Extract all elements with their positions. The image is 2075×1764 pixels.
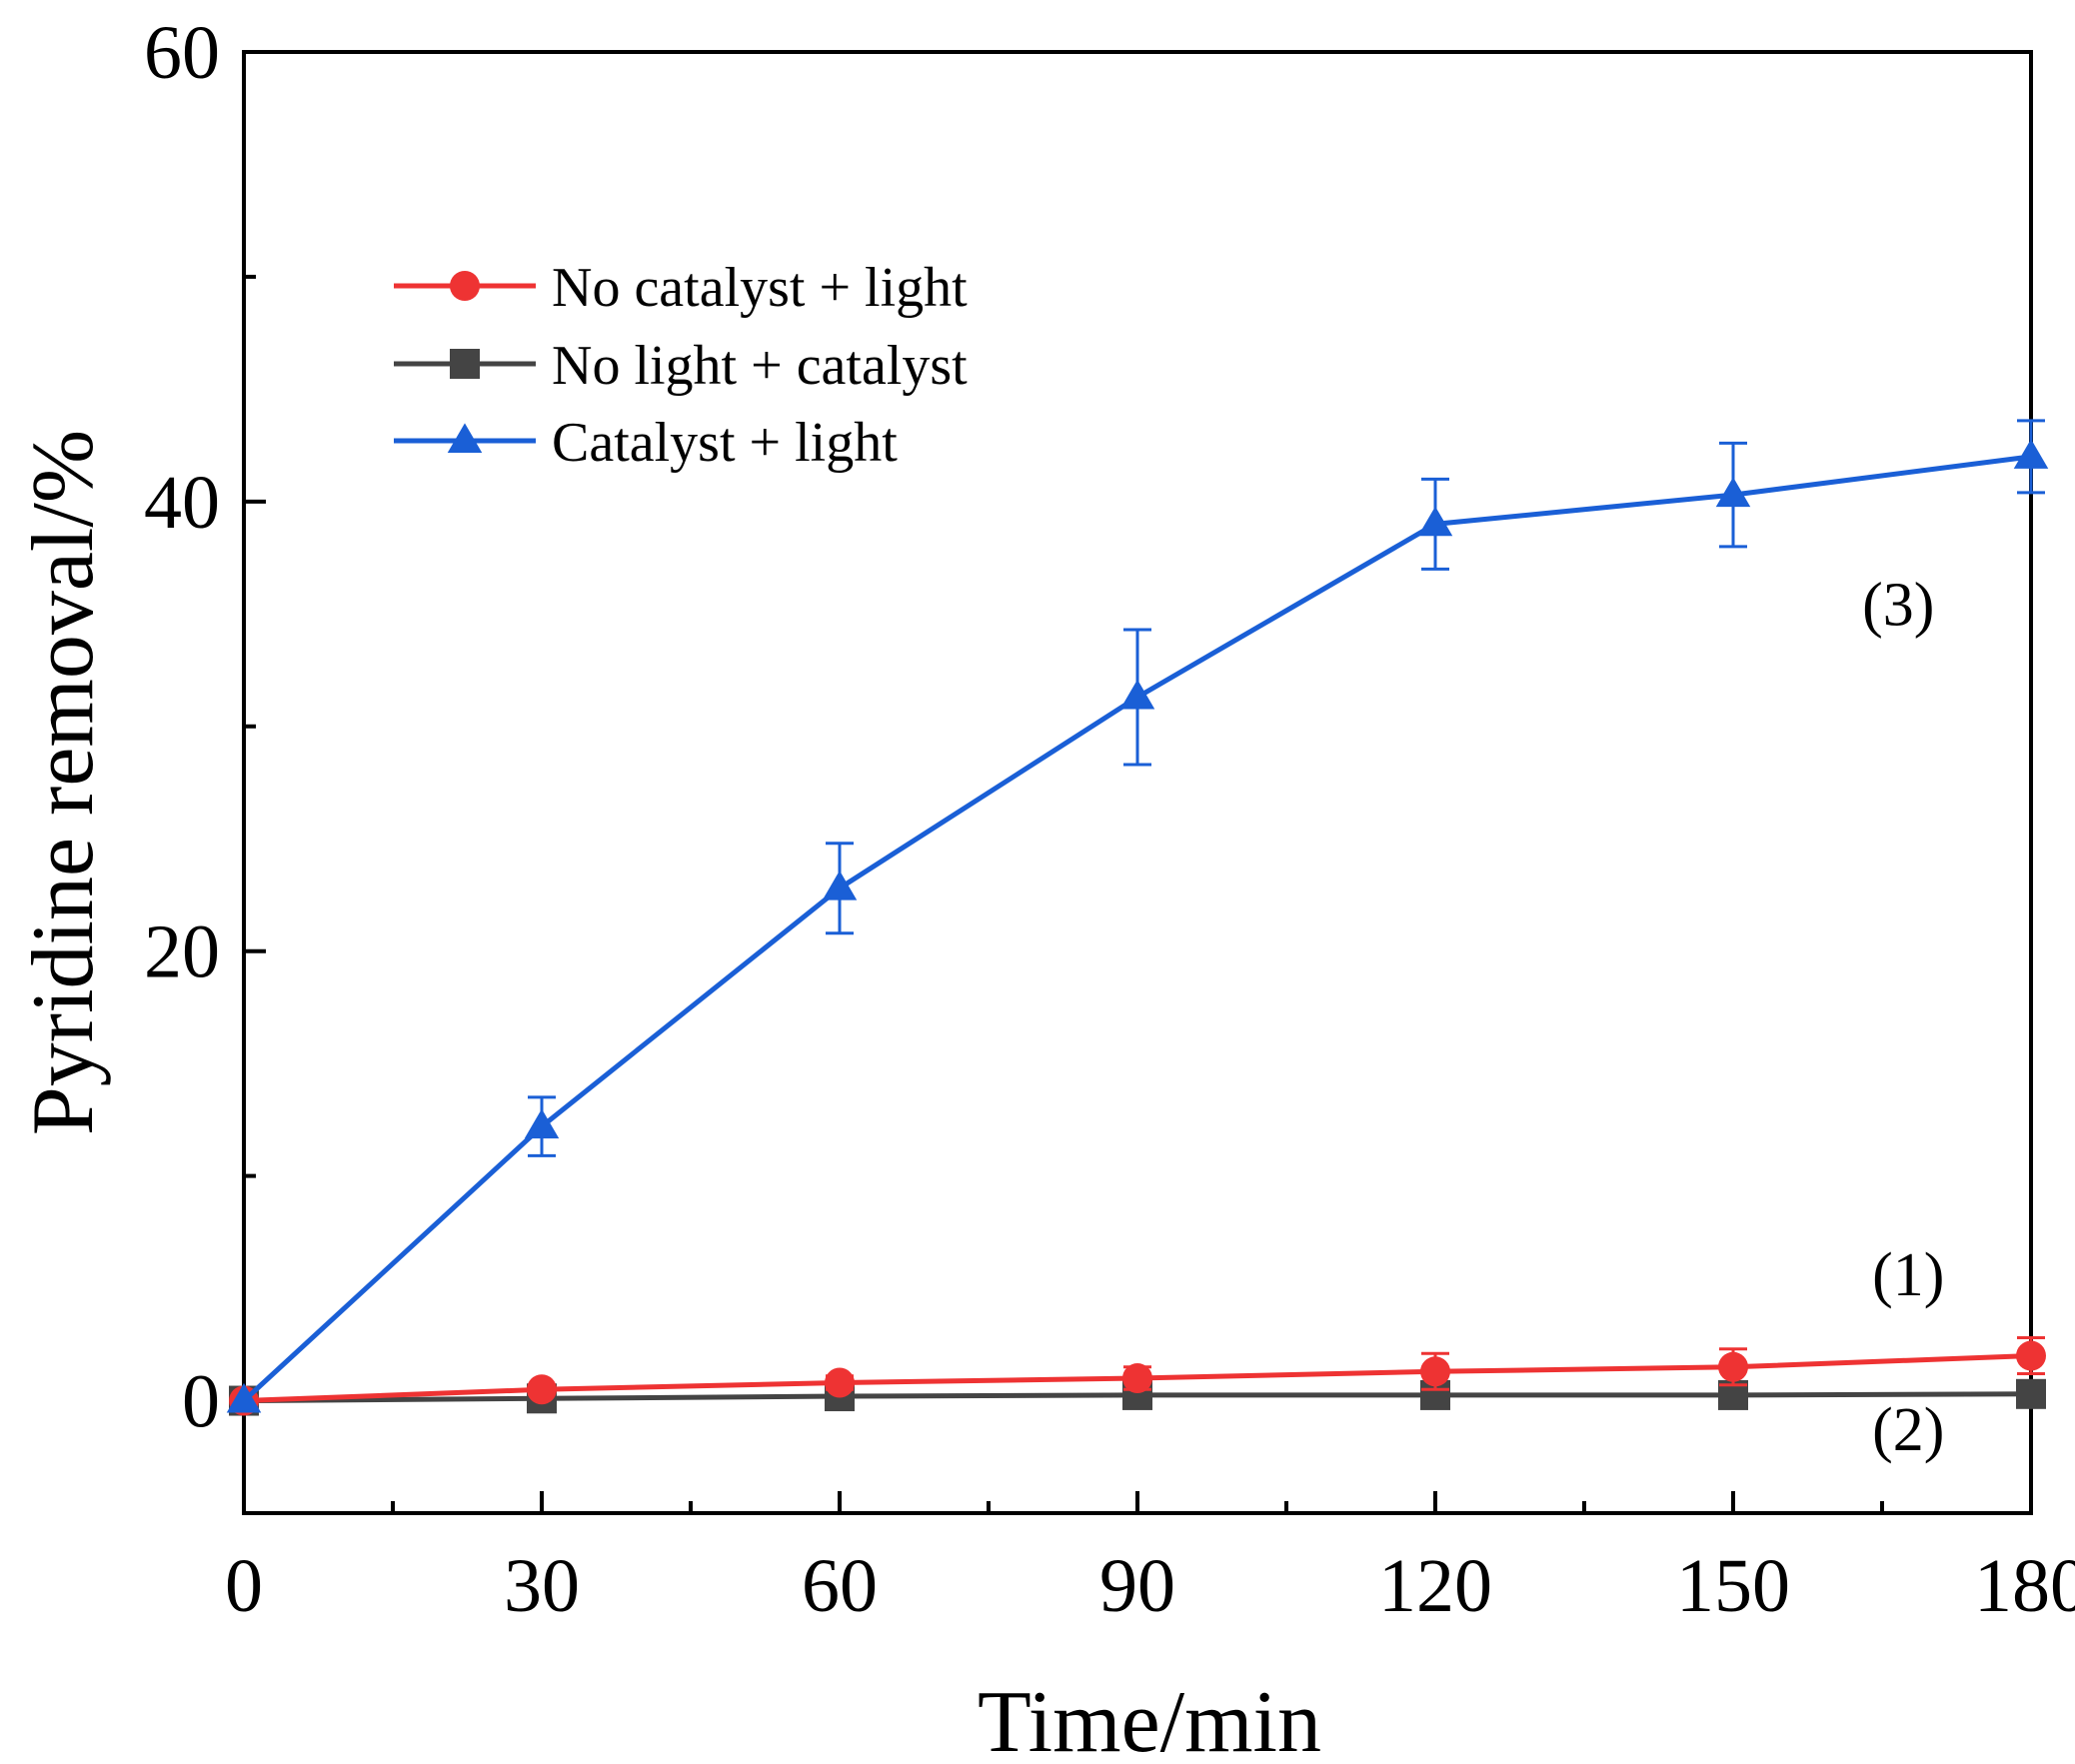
data-point [527, 1374, 557, 1405]
y-tick-label: 60 [144, 11, 220, 95]
plot-frame [242, 50, 2033, 1515]
legend-label: No light + catalyst [552, 335, 968, 397]
legend-label: No catalyst + light [552, 257, 968, 319]
x-tick-label: 90 [1099, 1544, 1175, 1628]
curve-annotation: (1) [1872, 1241, 1944, 1309]
legend-item: Catalyst + light [394, 412, 898, 474]
legend: No catalyst + light No light + catalyst Ca… [394, 257, 968, 474]
data-point [524, 1108, 560, 1139]
y-axis-title: Pyridine removal/% [15, 430, 112, 1135]
data-point [825, 1367, 855, 1398]
y-tick-label: 40 [144, 461, 220, 545]
data-point [2016, 1378, 2046, 1409]
data-point [2013, 439, 2049, 469]
data-point [2016, 1340, 2046, 1371]
x-tick-label: 60 [802, 1544, 878, 1628]
x-tick-label: 180 [1974, 1544, 2075, 1628]
x-tick-label: 120 [1378, 1544, 1492, 1628]
legend-marker [450, 349, 480, 379]
x-tick-label: 0 [225, 1544, 263, 1628]
legend-item: No light + catalyst [394, 335, 968, 397]
data-point [226, 1382, 262, 1413]
curve-annotation: (3) [1862, 572, 1934, 640]
legend-label: Catalyst + light [552, 412, 898, 474]
x-axis-title: Time/min [978, 1674, 1321, 1764]
data-point [1119, 679, 1155, 710]
legend-item: No catalyst + light [394, 257, 968, 319]
curve-annotation: (2) [1872, 1396, 1944, 1464]
y-tick-label: 0 [182, 1360, 220, 1444]
series-line [242, 454, 2032, 1403]
data-point [822, 871, 858, 900]
tick-labels: 0 30 60 90 120 150 180 0 20 40 60 [144, 11, 2075, 1628]
y-tick-label: 20 [144, 910, 220, 994]
annotations: (3) (1) (2) [1862, 572, 1944, 1464]
data-point [1122, 1363, 1152, 1394]
ticks [242, 50, 2033, 1513]
legend-marker [447, 423, 483, 453]
data-point [1417, 506, 1453, 537]
data-point [1718, 1351, 1748, 1382]
series-layer [226, 419, 2049, 1416]
series-triangle [226, 419, 2049, 1413]
data-point [1420, 1356, 1450, 1387]
x-tick-label: 150 [1676, 1544, 1790, 1628]
x-tick-label: 30 [504, 1544, 580, 1628]
legend-marker [450, 271, 480, 301]
data-point [1715, 477, 1751, 508]
